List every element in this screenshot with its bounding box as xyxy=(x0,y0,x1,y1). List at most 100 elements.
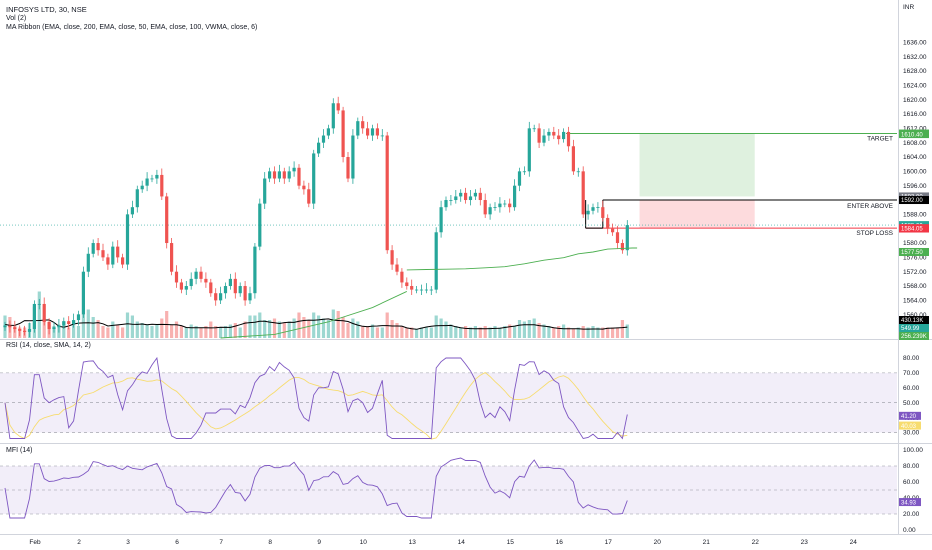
candle-body xyxy=(258,203,262,247)
symbol-title[interactable]: INFOSYS LTD, 30, NSE xyxy=(6,5,87,14)
candle-body xyxy=(341,110,345,158)
candle-body xyxy=(86,253,90,272)
candle-body xyxy=(101,250,105,258)
rsi-signal-line xyxy=(4,371,628,440)
volume-bar xyxy=(370,324,375,338)
candle-body xyxy=(591,207,595,211)
price-tick-label: 1604.00 xyxy=(903,154,927,161)
volume-bar xyxy=(277,321,281,338)
volume-bar xyxy=(96,320,100,338)
candle-body xyxy=(223,286,228,294)
candle-body xyxy=(542,135,546,143)
candle-body xyxy=(174,271,179,283)
volume-bar xyxy=(566,327,571,338)
price-axis[interactable]: 1556.001560.001564.001568.001572.001576.… xyxy=(899,40,929,341)
volume-bar xyxy=(522,321,526,338)
volume-bar xyxy=(606,327,610,338)
rsi-current-text: 41.20 xyxy=(901,414,917,420)
candle-body xyxy=(135,189,139,208)
candle-body xyxy=(424,289,428,291)
volume-bar xyxy=(547,326,551,338)
volume-bar xyxy=(405,327,409,338)
volume-bar xyxy=(184,327,188,338)
volume-bar xyxy=(542,324,546,338)
rsi-title: RSI (14, close, SMA, 14, 2) xyxy=(6,342,91,349)
candle-body xyxy=(473,192,477,197)
rsi-signal-text: 40.03 xyxy=(901,424,917,430)
volume-bar xyxy=(106,327,110,338)
candle-body xyxy=(243,286,247,301)
rsi-tick-label: 60.00 xyxy=(903,385,920,392)
target-low-price-tag xyxy=(899,130,929,139)
stop-loss-low-price-tag-text: 1584.05 xyxy=(901,227,923,233)
volume-bar xyxy=(571,329,575,338)
candle-body xyxy=(140,185,144,190)
candle-body xyxy=(23,330,27,332)
candle-body xyxy=(601,207,605,218)
volume-bar xyxy=(395,323,399,338)
candle-body xyxy=(47,321,51,330)
volume-bar xyxy=(449,324,453,338)
volume-bar xyxy=(238,327,242,338)
currency-label: INR xyxy=(903,4,915,11)
candle-body xyxy=(395,264,399,272)
candle-body xyxy=(508,203,512,208)
candle-body xyxy=(532,128,536,130)
volume-bar xyxy=(150,326,154,338)
volume-bar xyxy=(91,317,95,338)
time-axis[interactable]: Feb 2 3 6 7 8 9 10 13 14 15 16 17 20 21 22 23 24 xyxy=(29,539,857,546)
candle-body xyxy=(361,121,365,129)
mfi-tick-label: 80.00 xyxy=(903,463,920,470)
candle-body xyxy=(527,128,531,172)
volume-bar xyxy=(125,312,130,338)
volume-bar xyxy=(596,327,600,338)
volume-bar xyxy=(336,311,340,338)
volume-bar xyxy=(424,327,428,338)
candle-body xyxy=(419,289,424,291)
candle-body xyxy=(356,121,360,136)
rsi-tick-label: 80.00 xyxy=(903,355,920,362)
price-pane[interactable]: TARGET ENTER ABOVE STOP LOSS xyxy=(0,0,932,535)
entry-label: ENTER ABOVE xyxy=(847,203,894,210)
volume-bar xyxy=(42,318,46,338)
candle-body xyxy=(468,196,473,201)
profit-zone xyxy=(639,133,755,197)
volume-bar xyxy=(557,326,561,338)
volume-legend[interactable]: Vol (2) xyxy=(6,15,27,22)
volume-bar xyxy=(562,324,566,338)
candle-body xyxy=(287,171,291,179)
candle-body xyxy=(454,196,458,201)
candle-body xyxy=(405,282,409,287)
volume-bar xyxy=(351,318,355,338)
volume-bar xyxy=(62,321,66,338)
candle-body xyxy=(209,282,213,294)
candle-body xyxy=(194,271,198,279)
candle-body xyxy=(76,314,81,321)
ema-price-tag xyxy=(899,247,929,256)
volume-bar xyxy=(160,318,164,338)
candle-body xyxy=(32,303,36,330)
price-tick-label: 1608.00 xyxy=(903,140,927,147)
ma-ribbon-legend[interactable]: MA Ribbon (EMA, close, 200, EMA, close, … xyxy=(6,24,258,31)
volume-bar xyxy=(434,315,438,338)
candle-body xyxy=(385,135,389,251)
candle-body xyxy=(439,207,443,233)
volume-bar xyxy=(204,326,208,338)
candle-body xyxy=(160,174,164,197)
candle-body xyxy=(125,214,130,265)
time-tick-label: Feb xyxy=(29,539,41,546)
volume-bar xyxy=(145,324,149,338)
mfi-legend[interactable]: MFI (14) xyxy=(6,446,32,455)
candle-body xyxy=(596,207,600,208)
candle-body xyxy=(493,207,497,208)
volume-bar xyxy=(174,321,179,338)
candle-body xyxy=(415,289,419,291)
candle-body xyxy=(321,135,326,143)
volume-bar xyxy=(620,320,624,338)
candle-body xyxy=(155,174,159,179)
candle-body xyxy=(302,185,306,190)
rsi-legend[interactable]: RSI (14, close, SMA, 14, 2) xyxy=(6,341,91,350)
